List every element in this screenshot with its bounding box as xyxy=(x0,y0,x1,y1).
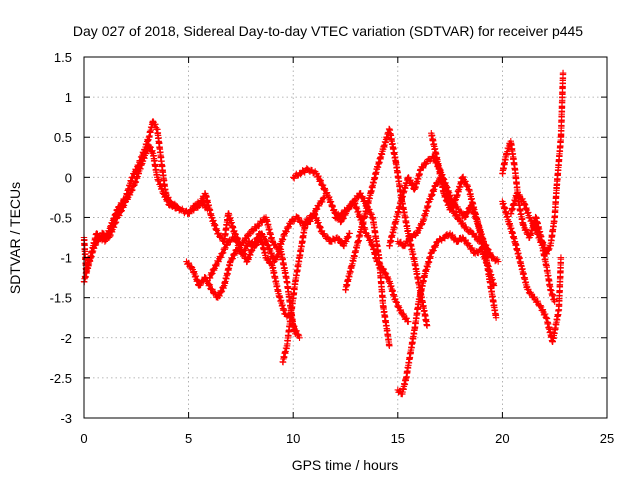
y-tick-label: 1.5 xyxy=(54,50,72,65)
chart-title: Day 027 of 2018, Sidereal Day-to-day VTE… xyxy=(73,23,583,39)
y-tick-label: 1 xyxy=(65,90,72,105)
data-point-markers xyxy=(206,230,299,337)
y-axis-title: SDTVAR / TECUs xyxy=(7,182,23,294)
data-series xyxy=(499,198,565,345)
x-tick-label: 15 xyxy=(391,431,405,446)
data-series xyxy=(206,230,299,337)
y-tick-label: -2.5 xyxy=(50,371,72,386)
y-tick-label: -3 xyxy=(60,411,72,426)
x-tick-label: 10 xyxy=(286,431,300,446)
y-tick-label: 0.5 xyxy=(54,130,72,145)
data-series xyxy=(342,125,431,329)
x-tick-label: 25 xyxy=(600,431,614,446)
data-series xyxy=(80,118,211,273)
data-series xyxy=(331,190,393,349)
data-series xyxy=(290,165,412,325)
y-tick-label: -1 xyxy=(60,251,72,266)
y-tick-label: -1.5 xyxy=(50,291,72,306)
data-point-markers xyxy=(428,130,491,261)
y-tick-label: -0.5 xyxy=(50,210,72,225)
data-series xyxy=(183,230,303,341)
data-series xyxy=(507,190,558,305)
data-point-markers xyxy=(507,190,558,305)
data-series xyxy=(279,209,353,366)
data-series xyxy=(428,130,491,261)
y-tick-label: -2 xyxy=(60,331,72,346)
grid xyxy=(84,57,607,418)
data-point-markers xyxy=(80,141,180,286)
ticks xyxy=(83,56,608,419)
data-points xyxy=(80,69,567,398)
x-tick-label: 5 xyxy=(185,431,192,446)
data-point-markers xyxy=(183,230,303,341)
data-point-markers xyxy=(394,230,498,398)
data-point-markers xyxy=(279,209,353,366)
tick-labels: 0 5 10 15 20 25 -3 -2.5 -2 -1.5 -1 -0.5 0 0.5 1 1.5 xyxy=(50,50,615,446)
data-point-markers xyxy=(331,190,393,349)
x-tick-label: 20 xyxy=(495,431,509,446)
data-point-markers xyxy=(290,165,412,325)
data-series xyxy=(80,141,180,286)
data-point-markers xyxy=(499,198,565,345)
data-series xyxy=(394,230,498,398)
y-tick-label: 0 xyxy=(65,170,72,185)
x-axis-title: GPS time / hours xyxy=(292,457,399,473)
data-point-markers xyxy=(342,125,431,329)
x-tick-label: 0 xyxy=(80,431,87,446)
plot-frame xyxy=(83,56,608,419)
data-point-markers xyxy=(80,118,211,273)
